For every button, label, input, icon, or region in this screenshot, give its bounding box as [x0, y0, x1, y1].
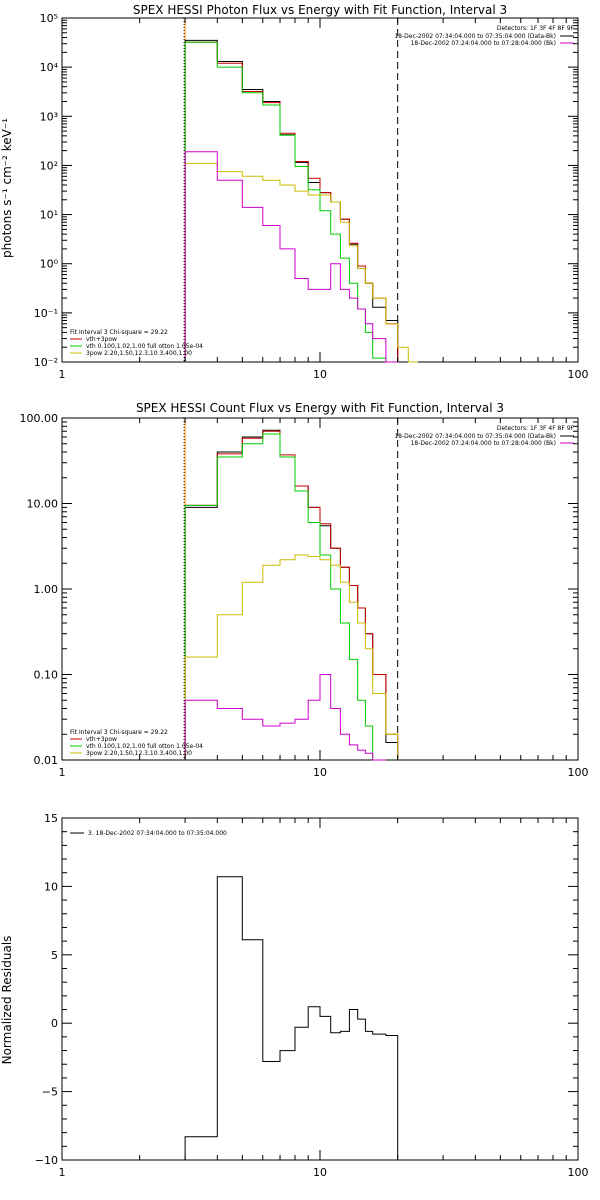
count-detectors-label: Detectors: 1F 3F 4F 8F 9F	[497, 425, 575, 432]
count-ytick-label: 100.00	[20, 412, 59, 425]
count-legend-vth3pow-label: vth+3pow	[86, 736, 117, 743]
count-ytick-label: 10.00	[27, 498, 59, 511]
photon-y-axis-label: photons s⁻¹ cm⁻² keV⁻¹	[0, 118, 14, 258]
photon-x-axis: 1 10 100	[59, 18, 589, 381]
residuals-ytick-label: 5	[51, 949, 58, 962]
residuals-xtick-label: 100	[568, 1166, 589, 1179]
photon-legend-bk-label: 18-Dec-2002 07:24:04.000 to 07:28:04.000…	[411, 40, 556, 47]
photon-legend-vth-label: vth 0.100,1.02,1.00 full otton 1.05e-04	[86, 343, 203, 350]
photon-legend-bottom-left: Fit Interval 3 Chi-square = 29.22 vth+3p…	[70, 329, 203, 357]
photon-series-4	[184, 151, 398, 363]
photon-legend-3pow-label: 3pow 2.20,1.50,12.3,10.3,400,1.00	[86, 350, 192, 357]
count-series-4	[184, 674, 386, 761]
count-ytick-label: 0.10	[34, 669, 59, 682]
panel-photon-flux: SPEX HESSI Photon Flux vs Energy with Fi…	[0, 3, 589, 381]
photon-fit-interval-label: Fit Interval 3 Chi-square = 29.22	[70, 329, 168, 336]
photon-series-2	[184, 41, 398, 363]
residuals-legend-label: 3. 18-Dec-2002 07:34:04.000 to 07:35:04.…	[88, 830, 227, 837]
count-fit-interval-label: Fit Interval 3 Chi-square = 29.22	[70, 729, 168, 736]
photon-ytick-label: 10⁵	[40, 12, 58, 25]
residuals-xtick-label: 1	[59, 1166, 66, 1179]
photon-y-axis: 10⁻² 10⁻¹ 10⁰ 10¹ 10² 10³ 10⁴ 10⁵	[34, 12, 578, 369]
panel-residuals: Normalized Residuals 1 10 100 −10−5051015 …	[0, 812, 589, 1179]
count-xtick-label: 100	[568, 766, 589, 779]
photon-xtick-label: 1	[59, 368, 66, 381]
photon-chart-title: SPEX HESSI Photon Flux vs Energy with Fi…	[133, 3, 507, 17]
count-legend-bottom-left: Fit Interval 3 Chi-square = 29.22 vth+3p…	[70, 729, 203, 757]
residuals-x-axis: 1 10 100	[59, 818, 589, 1179]
count-plot-frame	[61, 417, 579, 761]
photon-series-group	[184, 39, 419, 363]
photon-legend-data-bk-label: 18-Dec-2002 07:34:04.000 to 07:35:04.000…	[394, 33, 556, 40]
count-ytick-label: 1.00	[34, 583, 59, 596]
photon-xtick-label: 100	[568, 368, 589, 381]
residuals-ytick-label: −5	[42, 1086, 58, 1099]
count-chart-title: SPEX HESSI Count Flux vs Energy with Fit…	[136, 401, 504, 415]
photon-ytick-label: 10³	[40, 110, 58, 123]
count-ytick-label: 0.01	[34, 754, 59, 767]
residuals-legend: 3. 18-Dec-2002 07:34:04.000 to 07:35:04.…	[70, 830, 227, 837]
residuals-series-0	[184, 876, 399, 1160]
residuals-ytick-label: 15	[44, 812, 58, 825]
photon-legend-vth3pow-label: vth+3pow	[86, 336, 117, 343]
count-xtick-label: 1	[59, 766, 66, 779]
photon-detectors-label: Detectors: 1F 3F 4F 8F 9F	[497, 25, 575, 32]
residuals-xtick-label: 10	[313, 1166, 327, 1179]
residuals-plot-frame	[61, 817, 579, 1161]
photon-ytick-label: 10⁻²	[34, 356, 58, 369]
photon-ytick-label: 10⁰	[40, 258, 59, 271]
residuals-y-axis: −10 −5 0 5 10 15	[35, 812, 578, 1167]
panel-count-flux: SPEX HESSI Count Flux vs Energy with Fit…	[20, 401, 589, 779]
count-y-axis: 0.01 0.10 1.00 10.00 100.00	[20, 412, 578, 767]
residuals-ytick-label: 0	[51, 1017, 58, 1030]
photon-xtick-label: 10	[313, 368, 327, 381]
residuals-ytick-label: −10	[35, 1154, 58, 1167]
residuals-series-group	[184, 876, 399, 1160]
count-legend-3pow-label: 3pow 2.20,1.50,12.3,10.3,400,1.00	[86, 750, 192, 757]
count-legend-bk-label: 18-Dec-2002 07:24:04.000 to 07:28:04.000…	[411, 440, 556, 447]
count-series-group	[184, 429, 399, 761]
count-x-axis: 1 10 100	[59, 418, 589, 779]
count-series-1	[184, 430, 399, 760]
photon-ytick-label: 10²	[40, 159, 58, 172]
photon-ytick-label: 10⁴	[40, 61, 59, 74]
count-legend-vth-label: vth 0.100,1.02,1.00 full otton 1.05e-04	[86, 743, 203, 750]
count-legend-top-right: Detectors: 1F 3F 4F 8F 9F 18-Dec-2002 07…	[394, 425, 574, 447]
count-xtick-label: 10	[313, 766, 327, 779]
count-series-2	[184, 433, 386, 761]
count-legend-data-bk-label: 18-Dec-2002 07:34:04.000 to 07:35:04.000…	[394, 433, 556, 440]
residuals-y-axis-label: Normalized Residuals	[0, 936, 14, 1065]
count-series-3	[184, 554, 399, 760]
photon-ytick-label: 10⁻¹	[34, 307, 58, 320]
photon-legend-top-right: Detectors: 1F 3F 4F 8F 9F 18-Dec-2002 07…	[394, 25, 574, 47]
photon-series-3	[184, 162, 419, 363]
residuals-ytick-label: 10	[44, 880, 58, 893]
photon-ytick-label: 10¹	[40, 209, 58, 222]
